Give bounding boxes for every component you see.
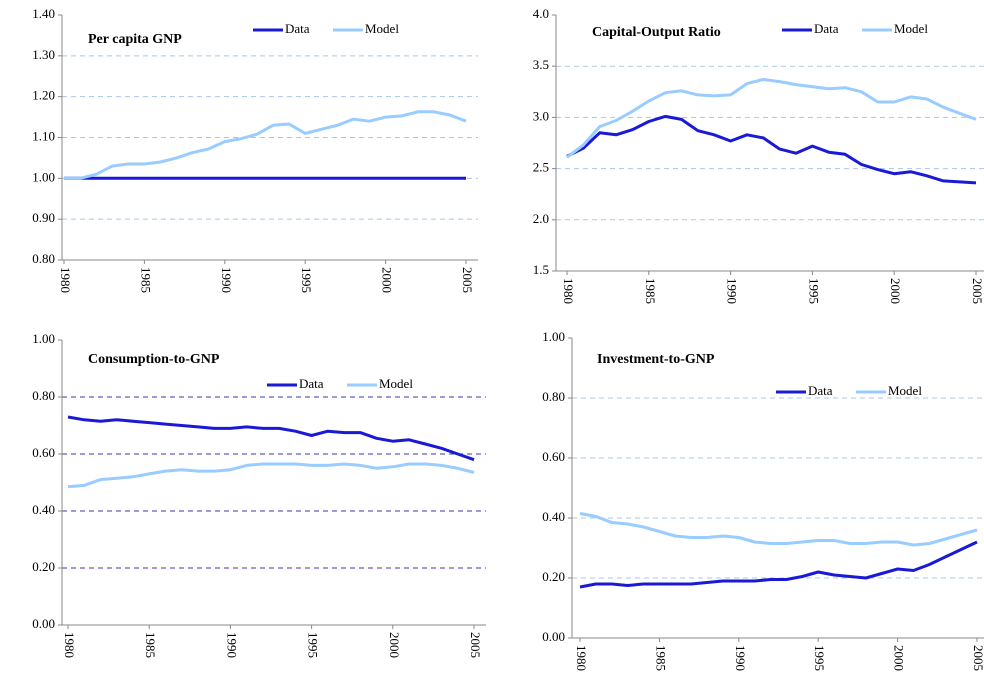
data-line bbox=[579, 512, 978, 547]
legend-label: Model bbox=[365, 21, 399, 36]
y-tick-label: 1.00 bbox=[32, 169, 55, 184]
y-tick-label: 2.5 bbox=[533, 160, 549, 175]
x-tick-label: 1980 bbox=[62, 632, 77, 658]
y-tick-label: 1.5 bbox=[533, 262, 549, 277]
x-tick-label: 2000 bbox=[380, 267, 395, 293]
chart-title: Per capita GNP bbox=[88, 32, 182, 47]
y-tick-label: 0.60 bbox=[542, 449, 565, 464]
x-tick-label: 2000 bbox=[892, 645, 907, 671]
y-tick-label: 0.60 bbox=[32, 445, 55, 460]
x-tick-label: 1990 bbox=[219, 267, 234, 293]
data-line bbox=[579, 540, 978, 589]
chart-title: Consumption-to-GNP bbox=[88, 352, 220, 367]
chart-title: Capital-Output Ratio bbox=[592, 25, 721, 40]
x-tick-label: 1980 bbox=[58, 267, 73, 293]
y-tick-label: 1.10 bbox=[32, 128, 55, 143]
x-tick-label: 1995 bbox=[806, 278, 821, 304]
chart-panel: 0.00 0.20 0.40 0.60 0.80 1.00 1980 1985 1990 1995… bbox=[542, 329, 984, 671]
x-tick-label: 2005 bbox=[971, 645, 984, 671]
x-tick-label: 1995 bbox=[306, 632, 321, 658]
chart-panel: 0.00 0.20 0.40 0.60 0.80 1.00 1980 1985 1990 1995… bbox=[32, 331, 486, 658]
chart-title: Investment-to-GNP bbox=[597, 352, 715, 367]
x-tick-label: 1980 bbox=[574, 645, 589, 671]
x-tick-label: 2005 bbox=[970, 278, 984, 304]
x-tick-label: 1985 bbox=[138, 267, 153, 293]
y-tick-label: 4.0 bbox=[533, 6, 549, 21]
legend-label: Data bbox=[814, 21, 839, 36]
x-tick-label: 1995 bbox=[299, 267, 314, 293]
y-tick-label: 0.40 bbox=[542, 509, 565, 524]
y-tick-label: 0.90 bbox=[32, 210, 55, 225]
y-tick-label: 0.20 bbox=[542, 569, 565, 584]
y-tick-label: 1.00 bbox=[32, 331, 55, 346]
legend-label: Data bbox=[285, 21, 310, 36]
y-tick-label: 0.80 bbox=[32, 388, 55, 403]
x-tick-label: 1995 bbox=[812, 645, 827, 671]
x-tick-label: 2005 bbox=[460, 267, 475, 293]
x-tick-label: 1990 bbox=[733, 645, 748, 671]
legend-label: Data bbox=[299, 376, 324, 391]
x-tick-label: 2000 bbox=[387, 632, 402, 658]
y-tick-label: 0.80 bbox=[542, 389, 565, 404]
y-tick-label: 1.20 bbox=[32, 88, 55, 103]
data-line bbox=[64, 110, 467, 180]
y-tick-label: 1.30 bbox=[32, 47, 55, 62]
legend-label: Model bbox=[379, 376, 413, 391]
y-tick-label: 0.80 bbox=[32, 251, 55, 266]
x-tick-label: 1980 bbox=[561, 278, 576, 304]
y-tick-label: 2.0 bbox=[533, 211, 549, 226]
data-line bbox=[67, 415, 475, 462]
x-tick-label: 2005 bbox=[468, 632, 483, 658]
legend-label: Data bbox=[808, 383, 833, 398]
x-tick-label: 2000 bbox=[888, 278, 903, 304]
legend-label: Model bbox=[888, 383, 922, 398]
data-line bbox=[67, 462, 475, 489]
y-tick-label: 0.40 bbox=[32, 502, 55, 517]
y-tick-label: 1.00 bbox=[542, 329, 565, 344]
y-tick-label: 0.00 bbox=[542, 629, 565, 644]
chart-panel: 1.5 2.0 2.5 3.0 3.5 4.0 1980 1985 1990 1995 2000 20… bbox=[533, 6, 984, 304]
x-tick-label: 1990 bbox=[725, 278, 740, 304]
x-tick-label: 1985 bbox=[143, 632, 158, 658]
data-line bbox=[566, 114, 977, 185]
y-tick-label: 1.40 bbox=[32, 6, 55, 21]
y-tick-label: 0.00 bbox=[32, 616, 55, 631]
y-tick-label: 3.0 bbox=[533, 108, 549, 123]
legend-label: Model bbox=[894, 21, 928, 36]
y-tick-label: 0.20 bbox=[32, 559, 55, 574]
x-tick-label: 1985 bbox=[643, 278, 658, 304]
x-tick-label: 1985 bbox=[653, 645, 668, 671]
chart-panel: 0.80 0.90 1.00 1.10 1.20 1.30 1.40 1980 1985 1990… bbox=[32, 6, 478, 293]
y-tick-label: 3.5 bbox=[533, 57, 549, 72]
x-tick-label: 1990 bbox=[224, 632, 239, 658]
data-line bbox=[566, 78, 977, 159]
